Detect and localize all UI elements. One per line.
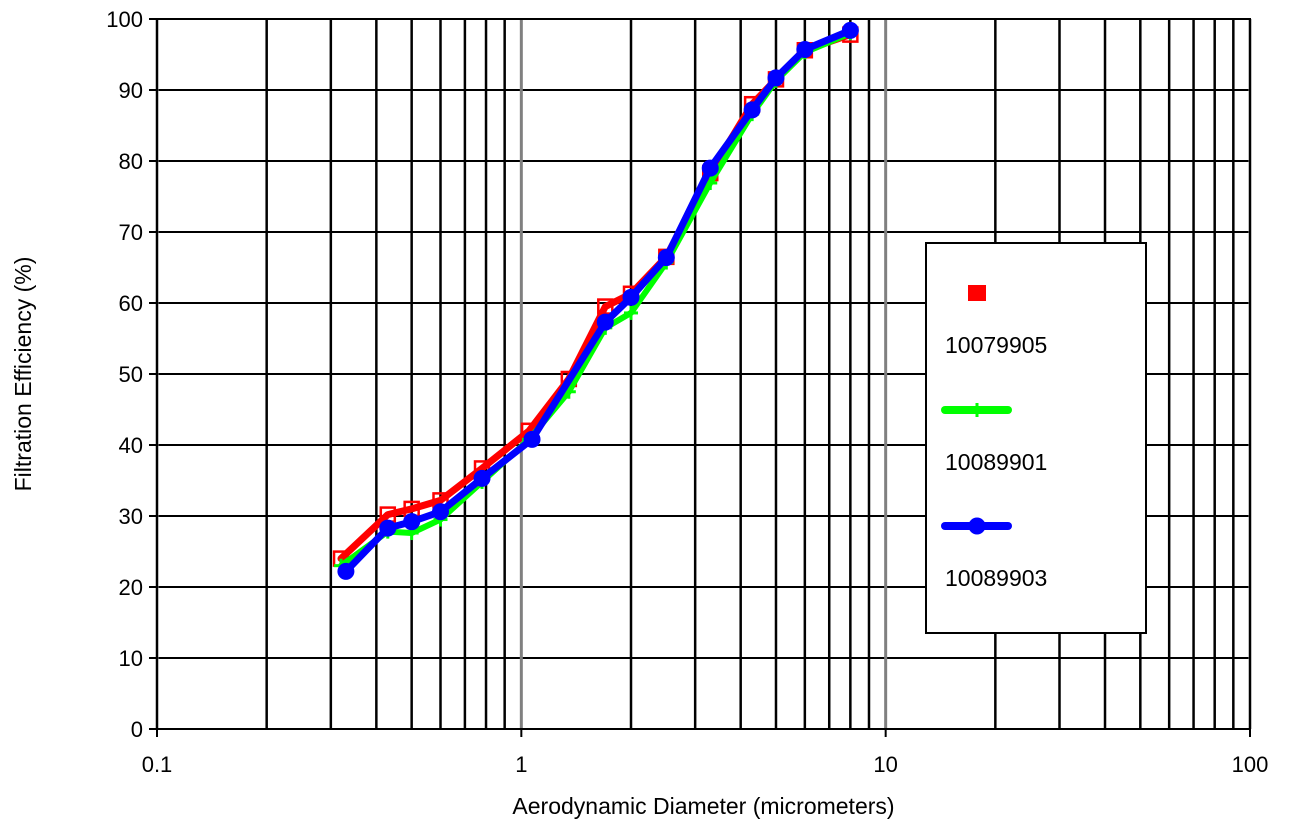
data-point [379, 519, 397, 537]
data-point [701, 159, 719, 177]
series-line [338, 30, 854, 569]
y-tick-label: 90 [119, 78, 143, 103]
x-axis-ticks: 0.1 1 10 100 [142, 729, 1269, 777]
y-tick-label: 0 [131, 717, 143, 742]
y-tick-label: 10 [119, 646, 143, 671]
data-point [767, 69, 785, 87]
data-point [657, 249, 675, 267]
data-point [743, 101, 761, 119]
y-tick-label: 50 [119, 362, 143, 387]
y-tick-label: 40 [119, 433, 143, 458]
x-tick-label: 10 [873, 752, 897, 777]
x-tick-label: 1 [515, 752, 527, 777]
series-line [337, 31, 854, 563]
data-point [432, 503, 450, 521]
legend-swatch-marker [970, 403, 984, 417]
data-point [473, 469, 491, 487]
x-axis-title: Aerodynamic Diameter (micrometers) [512, 793, 894, 819]
legend-label: 10079905 [945, 332, 1047, 358]
series-layer [332, 21, 859, 580]
y-axis-ticks: 0 10 20 30 40 50 60 70 80 90 100 [106, 7, 157, 742]
y-tick-label: 20 [119, 575, 143, 600]
legend-items: 10079905 10089901 10089903 [941, 285, 1047, 591]
data-point [796, 41, 814, 59]
data-point [624, 305, 639, 320]
data-point [597, 298, 614, 315]
data-point [841, 21, 859, 39]
legend-swatch-square [968, 285, 986, 301]
y-axis-title: Filtration Efficiency (%) [10, 257, 36, 492]
legend-label: 10089903 [945, 565, 1047, 591]
legend-label: 10089901 [945, 449, 1047, 475]
y-tick-label: 80 [119, 149, 143, 174]
data-point [337, 562, 355, 580]
y-tick-label: 100 [106, 7, 143, 32]
legend: 10079905 10089901 10089903 [925, 242, 1147, 634]
legend-entry-10089901: 10089901 [941, 403, 1047, 475]
x-tick-label: 100 [1232, 752, 1269, 777]
legend-entry-10089903: 10089903 [941, 517, 1047, 591]
x-tick-label: 0.1 [142, 752, 173, 777]
data-point [596, 313, 614, 331]
y-tick-label: 60 [119, 291, 143, 316]
y-tick-label: 30 [119, 504, 143, 529]
data-point [622, 288, 640, 306]
legend-box [925, 242, 1147, 634]
legend-swatch-marker [968, 517, 986, 535]
data-point [523, 430, 541, 448]
series-10089903 [337, 21, 859, 580]
data-point [403, 513, 421, 531]
legend-entry-10079905: 10079905 [945, 285, 1047, 358]
y-tick-label: 70 [119, 220, 143, 245]
